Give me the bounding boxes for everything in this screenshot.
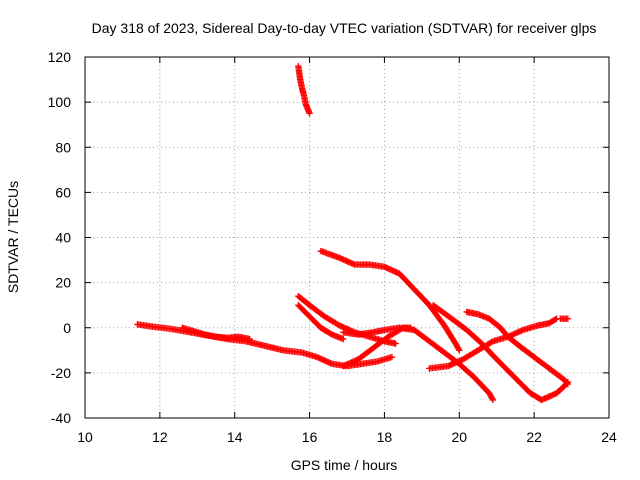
chart-title: Day 318 of 2023, Sidereal Day-to-day VTE… [92,20,597,36]
data-point [455,345,462,353]
y-tick-label: 20 [55,275,71,291]
series-sat-l [557,315,572,322]
data-point [564,315,572,322]
x-axis-label: GPS time / hours [291,457,398,473]
data-point [246,335,253,343]
x-tick-label: 16 [302,429,318,445]
data-point [489,395,496,402]
series-sat-h [340,324,414,370]
y-tick-label: -40 [51,410,71,426]
x-tick-label: 12 [152,429,168,445]
series-sat-g [317,247,463,354]
data-point [552,316,559,323]
data-point [564,380,572,388]
x-tick-label: 18 [377,429,393,445]
tick-labels: 10 12 14 16 18 20 22 24 -40 -20 0 20 40 60 80 100 120 [48,49,617,445]
x-tick-label: 20 [451,429,467,445]
data-point [488,338,495,346]
data-point [489,396,497,404]
series-sat-f [340,324,497,404]
y-tick-label: 40 [55,230,71,246]
y-tick-label: 60 [55,184,71,200]
data-point [388,353,396,361]
y-tick-label: 120 [48,49,72,65]
data-point [563,379,571,387]
data-point [407,324,414,331]
y-axis-label: SDTVAR / TECUs [5,181,21,293]
data-point [306,110,313,117]
x-tick-label: 22 [526,429,542,445]
y-tick-label: -20 [51,365,71,381]
series-sat-b [179,324,253,343]
data-point [392,340,399,347]
series-sat-j [429,301,572,404]
series-sat-c [295,62,313,117]
data-point [456,347,463,354]
y-tick-label: 0 [63,320,71,336]
plot-frame [84,56,610,419]
series-sat-k [463,308,572,388]
series-sat-e [295,301,347,343]
data-point [340,335,347,343]
series-sat-i [426,315,560,372]
data-marks [134,62,572,404]
y-tick-label: 100 [48,94,72,110]
data-point [398,325,405,332]
x-tick-label: 24 [601,429,617,445]
x-tick-label: 10 [77,429,93,445]
y-tick-label: 80 [55,139,71,155]
x-tick-label: 14 [227,429,243,445]
